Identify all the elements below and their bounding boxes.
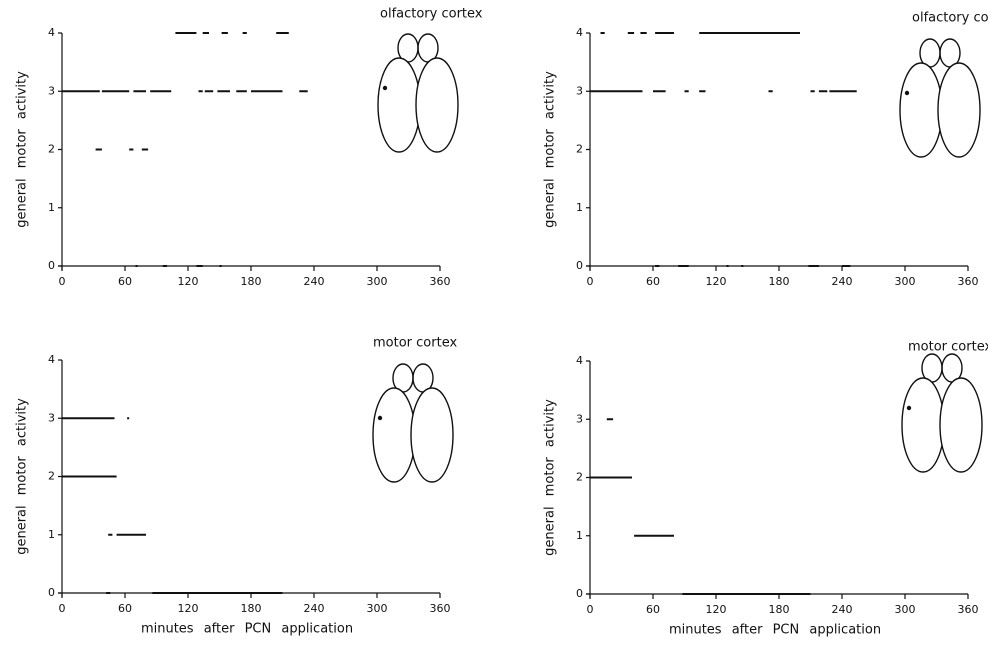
x-tick-label: 0 <box>59 602 66 615</box>
brain-hemisphere <box>899 62 943 158</box>
panel-title: motor cortex <box>373 336 457 351</box>
y-tick-label: 2 <box>576 471 583 484</box>
electrode-dot <box>377 415 383 421</box>
x-tick-label: 240 <box>832 603 853 616</box>
brain-sketch <box>372 363 454 483</box>
x-axis-label: minutes after PCN application <box>141 622 353 637</box>
y-axis-label: general motor activity <box>543 399 558 556</box>
brain-sketch <box>377 33 459 153</box>
x-tick-label: 0 <box>587 275 594 288</box>
x-tick-label: 360 <box>430 275 451 288</box>
brain-hemisphere <box>372 387 416 483</box>
x-tick-label: 120 <box>706 603 727 616</box>
brain-hemisphere <box>901 377 945 473</box>
y-tick-label: 1 <box>48 528 55 541</box>
x-axis-label: minutes after PCN application <box>669 623 881 638</box>
x-tick-label: 60 <box>646 603 660 616</box>
x-tick-label: 180 <box>241 275 262 288</box>
x-tick-label: 240 <box>304 275 325 288</box>
x-tick-label: 180 <box>769 603 790 616</box>
axis-line <box>58 33 440 270</box>
brain-sketch <box>901 353 983 473</box>
y-tick-label: 1 <box>576 529 583 542</box>
y-axis-label: general motor activity <box>15 398 30 555</box>
brain-hemisphere <box>939 377 983 473</box>
y-tick-label: 4 <box>48 353 55 366</box>
x-tick-label: 60 <box>118 275 132 288</box>
y-tick-label: 2 <box>48 143 55 156</box>
panel-title: olfactory cortex <box>912 11 988 26</box>
y-tick-label: 4 <box>48 26 55 39</box>
brain-sketch <box>899 38 981 158</box>
brain-hemisphere <box>377 57 421 153</box>
electrode-dot <box>906 405 912 411</box>
x-tick-label: 360 <box>958 275 979 288</box>
y-tick-label: 4 <box>576 354 583 367</box>
electrode-dot <box>904 90 910 96</box>
panel-title: motor cortex <box>908 340 988 355</box>
y-tick-label: 3 <box>576 84 583 97</box>
x-tick-label: 120 <box>178 275 199 288</box>
x-tick-label: 240 <box>304 602 325 615</box>
electrode-dot <box>382 85 388 91</box>
x-tick-label: 60 <box>646 275 660 288</box>
x-tick-label: 300 <box>367 602 388 615</box>
x-tick-label: 300 <box>367 275 388 288</box>
y-tick-label: 0 <box>576 587 583 600</box>
x-tick-label: 180 <box>769 275 790 288</box>
y-tick-label: 3 <box>576 412 583 425</box>
x-tick-label: 0 <box>59 275 66 288</box>
y-axis-label: general motor activity <box>15 71 30 228</box>
y-tick-label: 2 <box>48 470 55 483</box>
axis-line <box>586 33 968 270</box>
x-tick-label: 300 <box>895 603 916 616</box>
y-tick-label: 2 <box>576 143 583 156</box>
brain-hemisphere <box>937 62 981 158</box>
brain-hemisphere <box>415 57 459 153</box>
y-tick-label: 4 <box>576 26 583 39</box>
x-tick-label: 180 <box>241 602 262 615</box>
y-axis-label: general motor activity <box>543 71 558 228</box>
x-tick-label: 360 <box>430 602 451 615</box>
x-tick-label: 300 <box>895 275 916 288</box>
panel-title: olfactory cortex <box>380 7 483 22</box>
x-tick-label: 360 <box>958 603 979 616</box>
x-tick-label: 60 <box>118 602 132 615</box>
y-tick-label: 0 <box>48 259 55 272</box>
y-tick-label: 1 <box>576 201 583 214</box>
y-tick-label: 3 <box>48 84 55 97</box>
x-tick-label: 240 <box>832 275 853 288</box>
y-tick-label: 0 <box>48 586 55 599</box>
brain-hemisphere <box>410 387 454 483</box>
y-tick-label: 0 <box>576 259 583 272</box>
x-tick-label: 0 <box>587 603 594 616</box>
y-tick-label: 3 <box>48 411 55 424</box>
x-tick-label: 120 <box>706 275 727 288</box>
x-tick-label: 120 <box>178 602 199 615</box>
y-tick-label: 1 <box>48 201 55 214</box>
